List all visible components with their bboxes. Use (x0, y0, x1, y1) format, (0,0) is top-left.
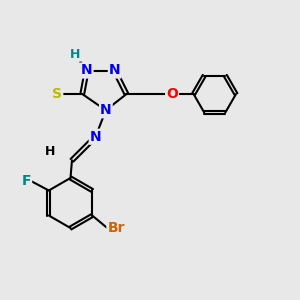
Text: O: O (166, 87, 178, 101)
Text: H: H (45, 145, 55, 158)
Text: H: H (70, 48, 80, 61)
Text: N: N (81, 64, 92, 77)
Text: Br: Br (107, 221, 125, 235)
Text: N: N (109, 64, 121, 77)
Text: N: N (100, 103, 112, 117)
Text: S: S (52, 87, 62, 101)
Text: F: F (22, 174, 31, 188)
Text: N: N (90, 130, 101, 144)
